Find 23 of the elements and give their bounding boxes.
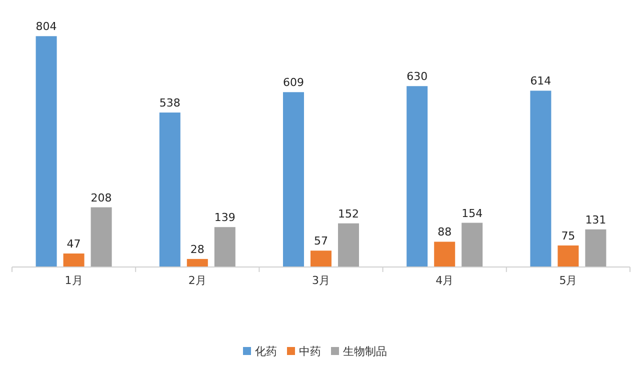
data-label: 208: [90, 191, 112, 204]
data-label: 152: [338, 207, 359, 220]
x-tick-label: 1月: [64, 274, 83, 287]
data-label: 538: [159, 96, 180, 110]
x-tick-label: 3月: [312, 274, 330, 287]
data-label: 57: [314, 234, 328, 248]
x-tick-label: 4月: [436, 274, 454, 287]
data-label: 75: [561, 229, 576, 242]
legend-label: 化药: [255, 345, 277, 358]
data-label: 47: [66, 238, 81, 251]
legend-label: 生物制品: [343, 345, 387, 358]
data-label: 804: [36, 20, 57, 34]
x-tick-label: 2月: [188, 274, 206, 287]
data-label: 614: [530, 74, 552, 88]
x-tick-label: 5月: [559, 274, 578, 287]
data-label: 609: [283, 76, 304, 90]
data-label: 139: [214, 211, 236, 224]
data-label: 131: [585, 213, 606, 226]
data-label: 28: [190, 242, 204, 256]
data-label: 630: [406, 70, 428, 84]
data-label: 88: [438, 226, 452, 239]
legend-label: 中药: [299, 345, 321, 358]
data-label: 154: [462, 206, 483, 220]
